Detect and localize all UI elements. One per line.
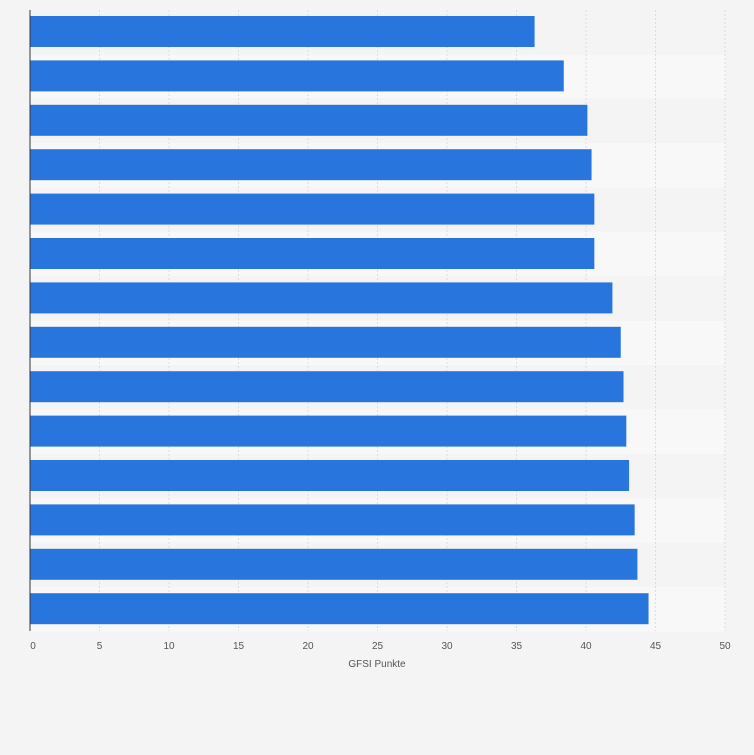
x-tick-label: 25 xyxy=(372,641,384,652)
bar[interactable] xyxy=(30,371,624,403)
x-tick-label: 30 xyxy=(441,641,453,652)
bars xyxy=(30,16,649,625)
x-tick-label: 0 xyxy=(30,641,36,652)
x-tick-label: 20 xyxy=(302,641,314,652)
bar[interactable] xyxy=(30,149,592,181)
x-tick-label: 15 xyxy=(233,641,245,652)
bar[interactable] xyxy=(30,548,638,580)
bar[interactable] xyxy=(30,326,621,358)
bar[interactable] xyxy=(30,193,595,225)
bar[interactable] xyxy=(30,238,595,269)
bar[interactable] xyxy=(30,460,630,491)
x-tick-label: 40 xyxy=(580,641,592,652)
x-tick-label: 10 xyxy=(163,641,175,652)
bar[interactable] xyxy=(30,504,635,536)
x-tick-label: 35 xyxy=(511,641,523,652)
bar[interactable] xyxy=(30,282,613,314)
x-axis-ticks: 0 5 10 15 20 25 30 35 40 45 50 xyxy=(30,641,731,652)
bar[interactable] xyxy=(30,60,564,92)
bar[interactable] xyxy=(30,415,627,447)
x-tick-label: 5 xyxy=(97,641,103,652)
x-tick-label: 45 xyxy=(650,641,662,652)
bar[interactable] xyxy=(30,104,588,136)
bar[interactable] xyxy=(30,16,535,47)
bar[interactable] xyxy=(30,593,649,625)
x-tick-label: 50 xyxy=(719,641,731,652)
x-axis-title: GFSI Punkte xyxy=(348,659,406,670)
